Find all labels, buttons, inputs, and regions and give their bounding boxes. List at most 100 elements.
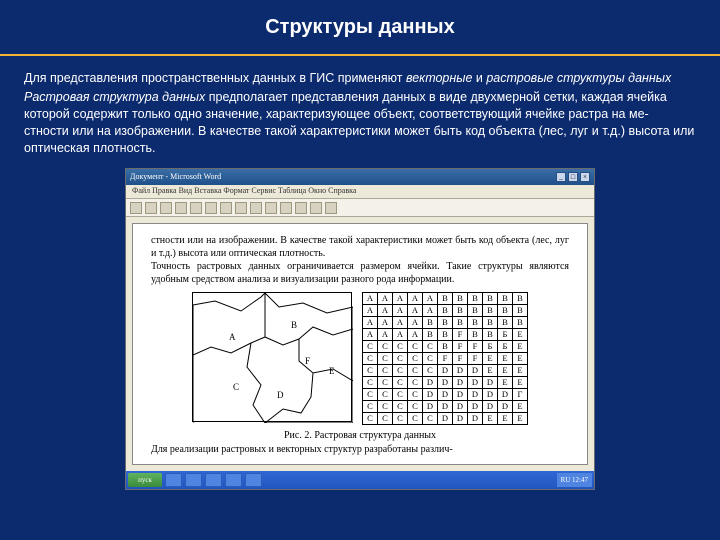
taskbar-item[interactable] [245, 473, 262, 487]
system-tray[interactable]: RU 12:47 [557, 473, 592, 487]
grid-cell: A [408, 317, 423, 329]
grid-cell: D [468, 413, 483, 425]
toolbar-button-icon[interactable] [265, 202, 277, 214]
grid-cell: Е [498, 365, 513, 377]
grid-cell: Е [483, 413, 498, 425]
toolbar-button-icon[interactable] [175, 202, 187, 214]
grid-cell: A [378, 329, 393, 341]
toolbar-button-icon[interactable] [250, 202, 262, 214]
grid-cell: B [468, 329, 483, 341]
toolbar-button-icon[interactable] [145, 202, 157, 214]
grid-cell: F [453, 353, 468, 365]
grid-cell: B [438, 305, 453, 317]
doc-paragraph: Для реализации растровых и векторных стр… [151, 443, 569, 456]
grid-cell: Е [513, 365, 528, 377]
grid-cell: Е [513, 329, 528, 341]
body-paragraph: Для представления пространственных данны… [24, 70, 696, 87]
grid-cell: A [393, 329, 408, 341]
grid-cell: A [378, 293, 393, 305]
toolbar-button-icon[interactable] [235, 202, 247, 214]
menubar[interactable]: Файл Правка Вид Вставка Формат Сервис Та… [126, 185, 594, 199]
grid-cell: A [393, 317, 408, 329]
grid-cell: Е [498, 377, 513, 389]
toolbar-button-icon[interactable] [310, 202, 322, 214]
grid-cell: D [438, 389, 453, 401]
grid-cell: Г [513, 389, 528, 401]
grid-cell: D [453, 377, 468, 389]
toolbar-button-icon[interactable] [130, 202, 142, 214]
grid-cell: F [438, 353, 453, 365]
toolbar-button-icon[interactable] [295, 202, 307, 214]
grid-cell: D [453, 365, 468, 377]
region-label: C [233, 381, 239, 393]
grid-cell: A [363, 317, 378, 329]
maximize-icon[interactable]: □ [568, 172, 578, 182]
grid-cell: B [483, 305, 498, 317]
grid-cell: D [438, 401, 453, 413]
region-label: A [229, 331, 236, 343]
grid-cell: A [378, 305, 393, 317]
grid-cell: D [468, 377, 483, 389]
grid-cell: C [408, 401, 423, 413]
grid-cell: B [498, 305, 513, 317]
grid-cell: C [393, 353, 408, 365]
toolbar-button-icon[interactable] [280, 202, 292, 214]
grid-cell: Е [513, 353, 528, 365]
toolbar-button-icon[interactable] [220, 202, 232, 214]
body-paragraph: Растровая структура данных предполагает … [24, 89, 696, 157]
grid-cell: D [483, 401, 498, 413]
grid-cell: A [378, 317, 393, 329]
grid-cell: C [363, 389, 378, 401]
start-button[interactable]: пуск [128, 473, 162, 487]
grid-cell: C [393, 389, 408, 401]
region-label: B [291, 319, 297, 331]
grid-cell: B [438, 341, 453, 353]
grid-cell: D [438, 365, 453, 377]
grid-cell: D [453, 401, 468, 413]
document-area: стности или на изображении. В качестве т… [132, 223, 588, 465]
region-label: F [305, 355, 310, 367]
figure-row: ABCDEFAAAAABBBBBBAAAAABBBBBBAAAABBBBBBBA… [151, 292, 569, 425]
toolbar-button-icon[interactable] [205, 202, 217, 214]
grid-cell: B [513, 305, 528, 317]
grid-cell: A [423, 293, 438, 305]
slide-body: Для представления пространственных данны… [0, 56, 720, 500]
grid-cell: Б [498, 341, 513, 353]
taskbar-item[interactable] [205, 473, 222, 487]
grid-cell: C [378, 365, 393, 377]
grid-cell: C [408, 353, 423, 365]
figure-caption: Рис. 2. Растровая структура данных [151, 429, 569, 443]
toolbar-button-icon[interactable] [160, 202, 172, 214]
grid-cell: Е [483, 353, 498, 365]
grid-cell: C [423, 413, 438, 425]
toolbar-button-icon[interactable] [325, 202, 337, 214]
region-label: E [329, 365, 335, 377]
grid-cell: C [408, 365, 423, 377]
window-title-text: Документ - Microsoft Word [130, 172, 221, 183]
grid-cell: C [363, 341, 378, 353]
grid-cell: D [468, 401, 483, 413]
grid-cell: Б [483, 341, 498, 353]
grid-cell: C [363, 365, 378, 377]
taskbar-item[interactable] [165, 473, 182, 487]
toolbar-button-icon[interactable] [190, 202, 202, 214]
grid-cell: C [393, 401, 408, 413]
doc-paragraph: стности или на изображении. В качестве т… [151, 234, 569, 260]
grid-cell: C [378, 353, 393, 365]
grid-cell: Б [498, 329, 513, 341]
grid-cell: C [408, 413, 423, 425]
grid-cell: C [378, 341, 393, 353]
grid-cell: B [453, 293, 468, 305]
grid-cell: B [468, 317, 483, 329]
taskbar-item[interactable] [225, 473, 242, 487]
close-icon[interactable]: × [580, 172, 590, 182]
toolbar [126, 199, 594, 217]
grid-cell: D [468, 365, 483, 377]
grid-cell: A [363, 329, 378, 341]
grid-cell: C [423, 341, 438, 353]
minimize-icon[interactable]: _ [556, 172, 566, 182]
grid-cell: D [483, 377, 498, 389]
taskbar-item[interactable] [185, 473, 202, 487]
grid-cell: B [438, 293, 453, 305]
grid-cell: D [423, 389, 438, 401]
